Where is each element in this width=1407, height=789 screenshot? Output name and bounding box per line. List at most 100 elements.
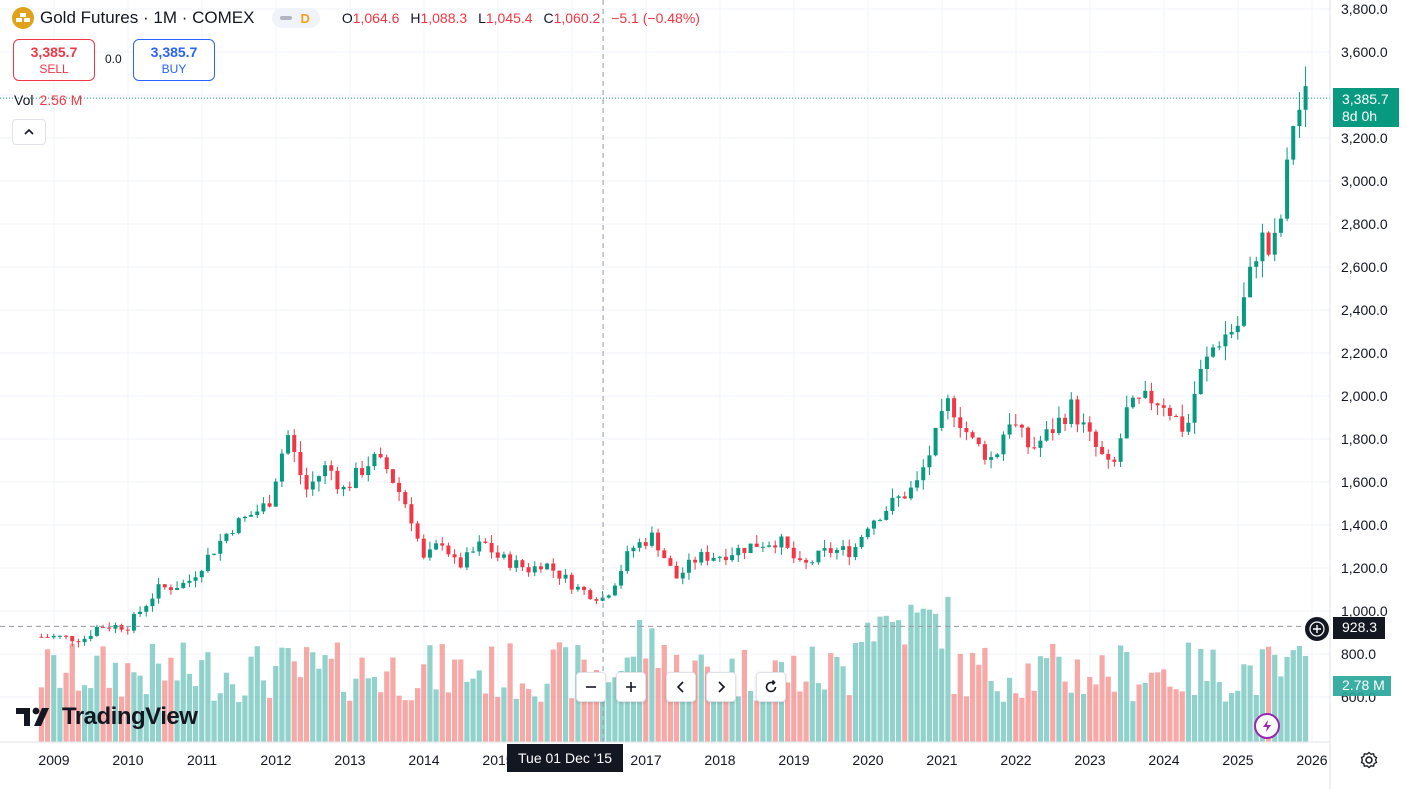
reset-icon bbox=[765, 679, 777, 693]
volume-bar bbox=[920, 608, 926, 742]
candle-body bbox=[1211, 347, 1216, 357]
time-tick-label: 2010 bbox=[112, 752, 143, 768]
volume-legend[interactable]: Vol 2.56 M bbox=[14, 92, 82, 108]
price-tick-label: 2,000.0 bbox=[1341, 388, 1388, 404]
candle-body bbox=[1100, 446, 1105, 454]
volume-bar bbox=[451, 659, 458, 742]
candle-body bbox=[785, 536, 790, 548]
candle-body bbox=[1143, 390, 1148, 398]
price-tick-label: 2,600.0 bbox=[1341, 259, 1388, 275]
volume-bar bbox=[427, 645, 433, 742]
volume-bar bbox=[44, 649, 51, 742]
candle-body bbox=[927, 455, 932, 468]
reset-chart-button[interactable] bbox=[756, 672, 786, 702]
open-label: O bbox=[341, 10, 353, 26]
symbol-title[interactable]: Gold Futures · 1M · COMEX bbox=[40, 8, 255, 27]
volume-bar bbox=[643, 658, 649, 742]
volume-bar bbox=[593, 670, 600, 742]
candle-body bbox=[1297, 109, 1302, 127]
chart-settings-button[interactable] bbox=[1357, 748, 1381, 772]
volume-bar bbox=[1000, 701, 1007, 742]
scroll-left-icon bbox=[676, 681, 684, 693]
volume-bar bbox=[1296, 645, 1303, 742]
volume-bar bbox=[852, 643, 859, 742]
candle-body bbox=[397, 482, 402, 493]
candle-body bbox=[1069, 399, 1074, 424]
candle-body bbox=[292, 435, 297, 452]
candle-body bbox=[236, 518, 241, 534]
volume-bar bbox=[1031, 690, 1037, 742]
candle-body bbox=[150, 598, 155, 607]
collapse-legend-button[interactable] bbox=[12, 119, 46, 145]
candle-body bbox=[841, 546, 846, 550]
volume-bar bbox=[359, 657, 365, 742]
volume-bar bbox=[347, 700, 353, 742]
sell-button[interactable]: 3,385.7 SELL bbox=[13, 39, 95, 81]
volume-bar bbox=[414, 688, 421, 742]
volume-bar bbox=[587, 682, 593, 742]
candle-body bbox=[45, 636, 50, 638]
candle-body bbox=[1285, 159, 1290, 219]
volume-bar bbox=[1099, 655, 1105, 742]
candle-body bbox=[316, 476, 321, 482]
volume-bar bbox=[686, 688, 692, 742]
volume-bar bbox=[902, 644, 908, 742]
candle-body bbox=[705, 551, 710, 561]
candle-body bbox=[976, 437, 981, 445]
candle-body bbox=[452, 554, 457, 558]
volume-bar bbox=[291, 661, 297, 742]
lightning-icon bbox=[1263, 720, 1271, 732]
candle-body bbox=[693, 559, 698, 563]
candle-body bbox=[341, 486, 346, 490]
bar-countdown: 8d 0h bbox=[1342, 108, 1378, 124]
tradingview-logo-icon bbox=[16, 707, 49, 726]
crosshair-plus-icon[interactable] bbox=[1305, 617, 1329, 641]
time-tick-label: 2021 bbox=[926, 752, 957, 768]
volume-bar bbox=[384, 671, 390, 742]
scroll-right-button[interactable] bbox=[706, 672, 736, 702]
volume-bar bbox=[1025, 663, 1031, 742]
open-value: 1,064.6 bbox=[352, 10, 400, 26]
tradingview-wordmark: TradingView bbox=[62, 703, 198, 730]
zoom-out-button[interactable] bbox=[576, 672, 606, 702]
volume-bar bbox=[94, 655, 100, 742]
volume-bar bbox=[710, 675, 717, 742]
price-tick-label: 800.0 bbox=[1341, 646, 1376, 662]
volume-bar bbox=[168, 657, 174, 742]
price-tick-label: 1,600.0 bbox=[1341, 474, 1388, 490]
lightning-button[interactable] bbox=[1254, 713, 1280, 739]
candle-body bbox=[1260, 232, 1265, 262]
candle-body bbox=[514, 560, 519, 568]
candle-body bbox=[730, 555, 735, 561]
candle-body bbox=[1050, 429, 1055, 433]
volume-bar bbox=[840, 666, 846, 742]
candle-body bbox=[575, 586, 580, 590]
time-tick-label: 2015 bbox=[482, 752, 513, 768]
zoom-in-button[interactable] bbox=[616, 672, 646, 702]
candle-body bbox=[748, 543, 753, 553]
buy-button[interactable]: 3,385.7 BUY bbox=[133, 39, 215, 81]
candle-body bbox=[606, 595, 611, 598]
volume-bar bbox=[735, 696, 741, 742]
volume-bar bbox=[137, 675, 143, 742]
candle-body bbox=[193, 577, 198, 581]
market-status-pill[interactable]: D bbox=[272, 8, 320, 28]
candle-body bbox=[353, 468, 358, 488]
scroll-left-button[interactable] bbox=[666, 672, 696, 702]
candle-body bbox=[1241, 297, 1246, 326]
volume-bar bbox=[556, 642, 563, 742]
candle-body bbox=[1032, 447, 1037, 449]
tradingview-logo[interactable]: TradingView bbox=[16, 703, 198, 731]
buy-price: 3,385.7 bbox=[150, 44, 198, 60]
volume-bar bbox=[982, 647, 988, 742]
volume-bar bbox=[365, 678, 371, 742]
candle-body bbox=[1118, 438, 1123, 462]
volume-bar bbox=[698, 654, 704, 742]
volume-bar bbox=[390, 657, 396, 742]
volume-bar bbox=[236, 701, 242, 742]
candle-body bbox=[286, 435, 291, 454]
last-price-value: 3,385.7 bbox=[1342, 91, 1389, 107]
volume-bar bbox=[470, 678, 476, 742]
candle-body bbox=[668, 558, 673, 566]
